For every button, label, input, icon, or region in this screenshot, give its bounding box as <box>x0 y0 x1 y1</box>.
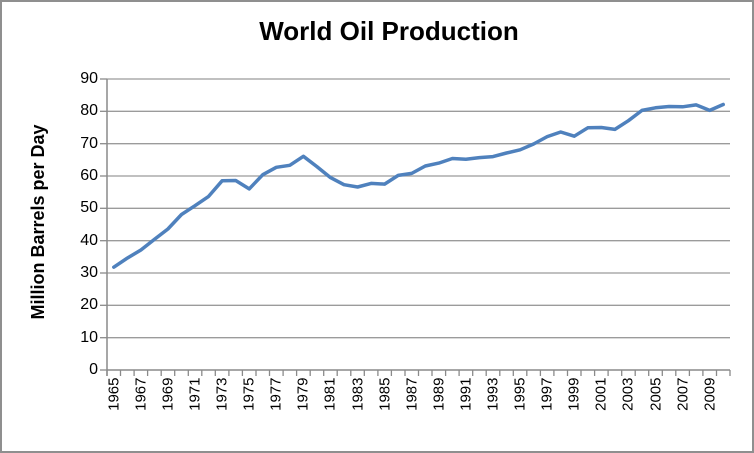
x-tick-label: 1993 <box>484 377 502 411</box>
x-tick-label: 1969 <box>159 377 177 411</box>
x-tick-label: 1981 <box>321 377 339 411</box>
y-tick-label: 40 <box>80 232 98 249</box>
x-tick-label: 1983 <box>349 377 367 411</box>
y-tick-label: 20 <box>80 296 98 313</box>
y-tick-label: 10 <box>80 329 98 346</box>
x-tick-label: 2007 <box>674 377 692 411</box>
y-tick-label: 0 <box>89 361 98 378</box>
x-tick-label: 2009 <box>701 377 719 411</box>
x-tick-label: 1989 <box>430 377 448 411</box>
x-tick-label: 1999 <box>565 377 583 411</box>
x-tick-label: 1987 <box>403 377 421 411</box>
series-line <box>112 102 725 269</box>
x-tick-label: 2001 <box>592 377 610 411</box>
x-tick-label: 2005 <box>647 377 665 411</box>
x-tick-label: 1985 <box>376 377 394 411</box>
x-tick-label: 1967 <box>132 377 150 411</box>
x-tick-label: 1975 <box>240 377 258 411</box>
y-tick-label: 50 <box>80 199 98 216</box>
y-tick-label: 30 <box>80 264 98 281</box>
y-tick-label: 70 <box>80 135 98 152</box>
x-tick-label: 1971 <box>186 377 204 411</box>
y-tick-label: 60 <box>80 167 98 184</box>
x-tick-label: 1979 <box>294 377 312 411</box>
x-tick-label: 1991 <box>457 377 475 411</box>
y-tick-label: 80 <box>80 102 98 119</box>
x-tick-label: 1977 <box>267 377 285 411</box>
x-tick-label: 1995 <box>511 377 529 411</box>
x-tick-label: 1965 <box>105 377 123 411</box>
x-tick-label: 2003 <box>619 377 637 411</box>
y-tick-label: 90 <box>80 70 98 87</box>
x-tick-label: 1973 <box>213 377 231 411</box>
chart-title: World Oil Production <box>259 16 519 46</box>
x-tick-label: 1997 <box>538 377 556 411</box>
